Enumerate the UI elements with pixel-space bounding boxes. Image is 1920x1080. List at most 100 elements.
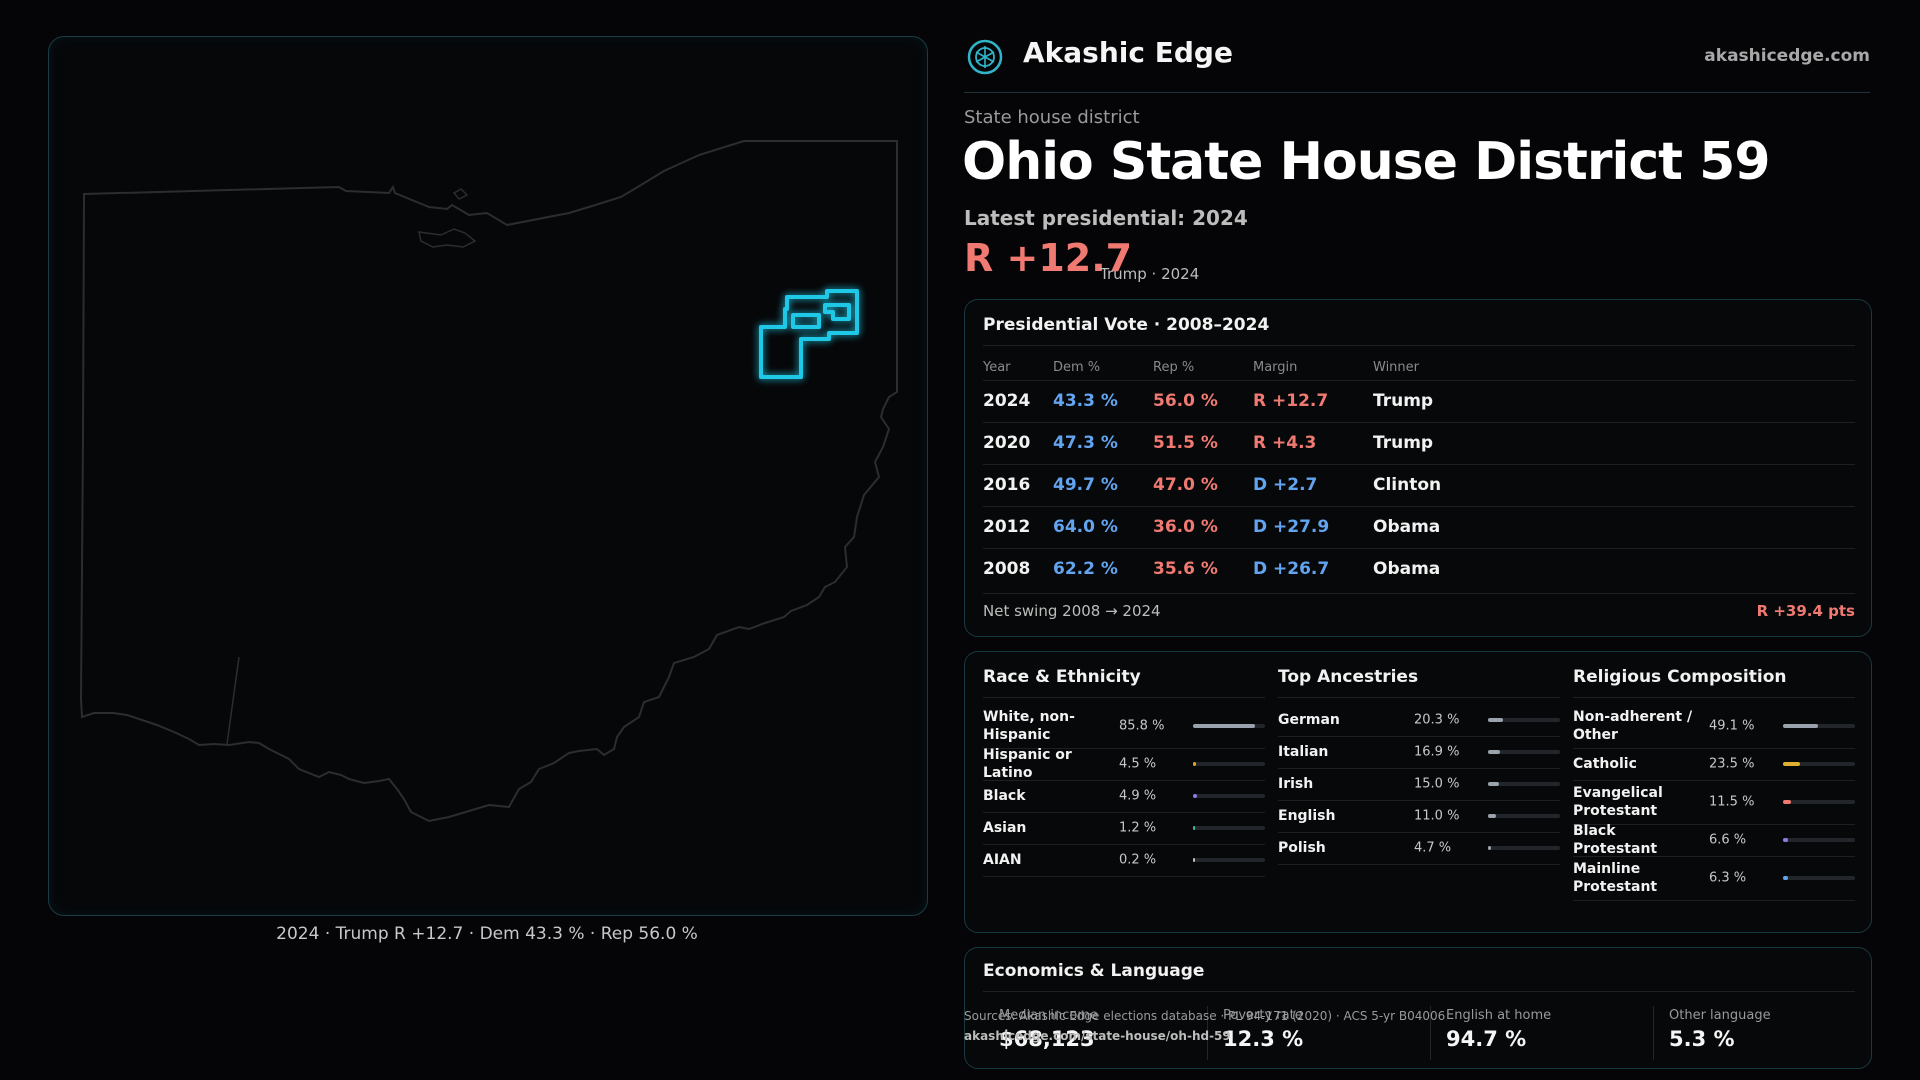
row-label: Hispanic or Latino [983, 747, 1072, 781]
ancestries-title: Top Ancestries [1278, 667, 1419, 687]
stat-divider [1207, 1006, 1208, 1060]
state-map [79, 140, 898, 823]
share-bar-fill [1783, 724, 1819, 728]
row-value: 49.1 % [1709, 718, 1755, 734]
row-label: Non-adherent / Other [1573, 709, 1693, 743]
dem-pct-cell: 49.7 % [1053, 475, 1118, 495]
dem-pct-cell: 62.2 % [1053, 559, 1118, 579]
site-link[interactable]: akashicedge.com [1704, 46, 1870, 66]
dem-pct-cell: 64.0 % [1053, 517, 1118, 537]
row-value: 15.0 % [1414, 776, 1460, 792]
net-swing-value: R +39.4 pts [1756, 602, 1855, 620]
rep-pct-cell: 36.0 % [1153, 517, 1218, 537]
share-bar-track [1193, 826, 1265, 830]
col-rep: Rep % [1153, 360, 1195, 375]
religion-row: Catholic 23.5 % [1573, 748, 1855, 781]
map-caption: 2024 · Trump R +12.7 · Dem 43.3 % · Rep … [276, 924, 698, 944]
share-bar-track [1783, 762, 1855, 766]
row-value: 4.9 % [1119, 788, 1157, 804]
stat-poverty-rate: Poverty rate 12.3 % [1223, 1008, 1443, 1051]
row-value: 85.8 % [1119, 718, 1165, 734]
year-cell: 2020 [983, 433, 1031, 453]
winner-cell: Trump [1373, 391, 1434, 411]
row-label: Black [983, 788, 1026, 804]
race-ethnicity-title: Race & Ethnicity [983, 667, 1141, 687]
row-value: 20.3 % [1414, 712, 1460, 728]
share-bar-fill [1193, 858, 1195, 862]
dem-pct-cell: 47.3 % [1053, 433, 1118, 453]
winner-cell: Clinton [1373, 475, 1442, 495]
share-bar-fill [1488, 814, 1496, 818]
row-label: Catholic [1573, 756, 1637, 772]
margin-cell: D +26.7 [1253, 559, 1330, 579]
stat-divider [1430, 1006, 1431, 1060]
share-bar-fill [1488, 846, 1492, 850]
latest-presidential-label: Latest presidential: 2024 [964, 206, 1248, 230]
map-panel[interactable] [48, 36, 928, 916]
economics-card: Economics & Language Median income $68,1… [964, 947, 1872, 1069]
share-bar-track [1488, 718, 1560, 722]
akashic-edge-logo-icon[interactable] [966, 38, 1004, 76]
year-cell: 2008 [983, 559, 1031, 579]
year-cell: 2012 [983, 517, 1031, 537]
stat-value: 5.3 % [1669, 1027, 1735, 1051]
share-bar-fill [1783, 800, 1792, 804]
share-bar-fill [1488, 750, 1501, 754]
ancestry-row: German 20.3 % [1278, 704, 1560, 737]
rep-pct-cell: 56.0 % [1153, 391, 1218, 411]
vote-table-row: 2012 64.0 % 36.0 % D +27.9 Obama [983, 506, 1855, 549]
ancestry-row: English 11.0 % [1278, 800, 1560, 833]
row-label: German [1278, 712, 1340, 728]
share-bar-fill [1783, 762, 1800, 766]
rep-pct-cell: 47.0 % [1153, 475, 1218, 495]
row-value: 16.9 % [1414, 744, 1460, 760]
latest-margin: R +12.7 [964, 236, 1133, 280]
divider [983, 697, 1265, 698]
divider [1573, 697, 1855, 698]
religion-section: Religious Composition Non-adherent / Oth… [1573, 652, 1855, 934]
row-label: Italian [1278, 744, 1329, 760]
share-bar-track [1488, 782, 1560, 786]
page-url-link[interactable]: akashicedge.com/state-house/oh-hd-59 [964, 1029, 1231, 1043]
share-bar-track [1193, 858, 1265, 862]
demographics-card: Race & Ethnicity White, non-Hispanic 85.8… [964, 651, 1872, 933]
share-bar-track [1783, 800, 1855, 804]
row-label: Black Protestant [1573, 823, 1658, 857]
share-bar-track [1783, 876, 1855, 880]
net-swing-row: Net swing 2008 → 2024 R +39.4 pts [983, 593, 1855, 620]
share-bar-track [1783, 838, 1855, 842]
district-59-highlight[interactable] [759, 289, 859, 379]
row-value: 6.3 % [1709, 870, 1747, 886]
share-bar-track [1488, 846, 1560, 850]
vote-table-row: 2008 62.2 % 35.6 % D +26.7 Obama [983, 548, 1855, 591]
row-value: 4.5 % [1119, 756, 1157, 772]
year-cell: 2016 [983, 475, 1031, 495]
stat-label: Poverty rate [1223, 1008, 1303, 1023]
header-divider [964, 92, 1870, 93]
row-value: 4.7 % [1414, 840, 1452, 856]
religion-row: Black Protestant 6.6 % [1573, 823, 1855, 857]
share-bar-track [1488, 814, 1560, 818]
col-dem: Dem % [1053, 360, 1101, 375]
race-row: AIAN 0.2 % [983, 844, 1265, 877]
share-bar-fill [1193, 794, 1197, 798]
presidential-vote-title: Presidential Vote · 2008–2024 [983, 315, 1270, 335]
row-value: 23.5 % [1709, 756, 1755, 772]
race-ethnicity-section: Race & Ethnicity White, non-Hispanic 85.8… [983, 652, 1265, 934]
stat-other-language: Other language 5.3 % [1669, 1008, 1889, 1051]
margin-cell: R +12.7 [1253, 391, 1329, 411]
religion-row: Mainline Protestant 6.3 % [1573, 856, 1855, 901]
share-bar-fill [1488, 718, 1503, 722]
race-row: White, non-Hispanic 85.8 % [983, 704, 1265, 749]
row-label: AIAN [983, 852, 1022, 868]
winner-cell: Obama [1373, 517, 1441, 537]
stat-value: 12.3 % [1223, 1027, 1304, 1051]
divider [1278, 697, 1560, 698]
share-bar-fill [1488, 782, 1499, 786]
presidential-vote-card: Presidential Vote · 2008–2024 Year Dem %… [964, 299, 1872, 637]
race-row: Hispanic or Latino 4.5 % [983, 747, 1265, 781]
brand-name[interactable]: Akashic Edge [1023, 36, 1233, 69]
ancestry-row: Irish 15.0 % [1278, 768, 1560, 801]
stat-label: English at home [1446, 1008, 1552, 1023]
stat-divider [1653, 1006, 1654, 1060]
